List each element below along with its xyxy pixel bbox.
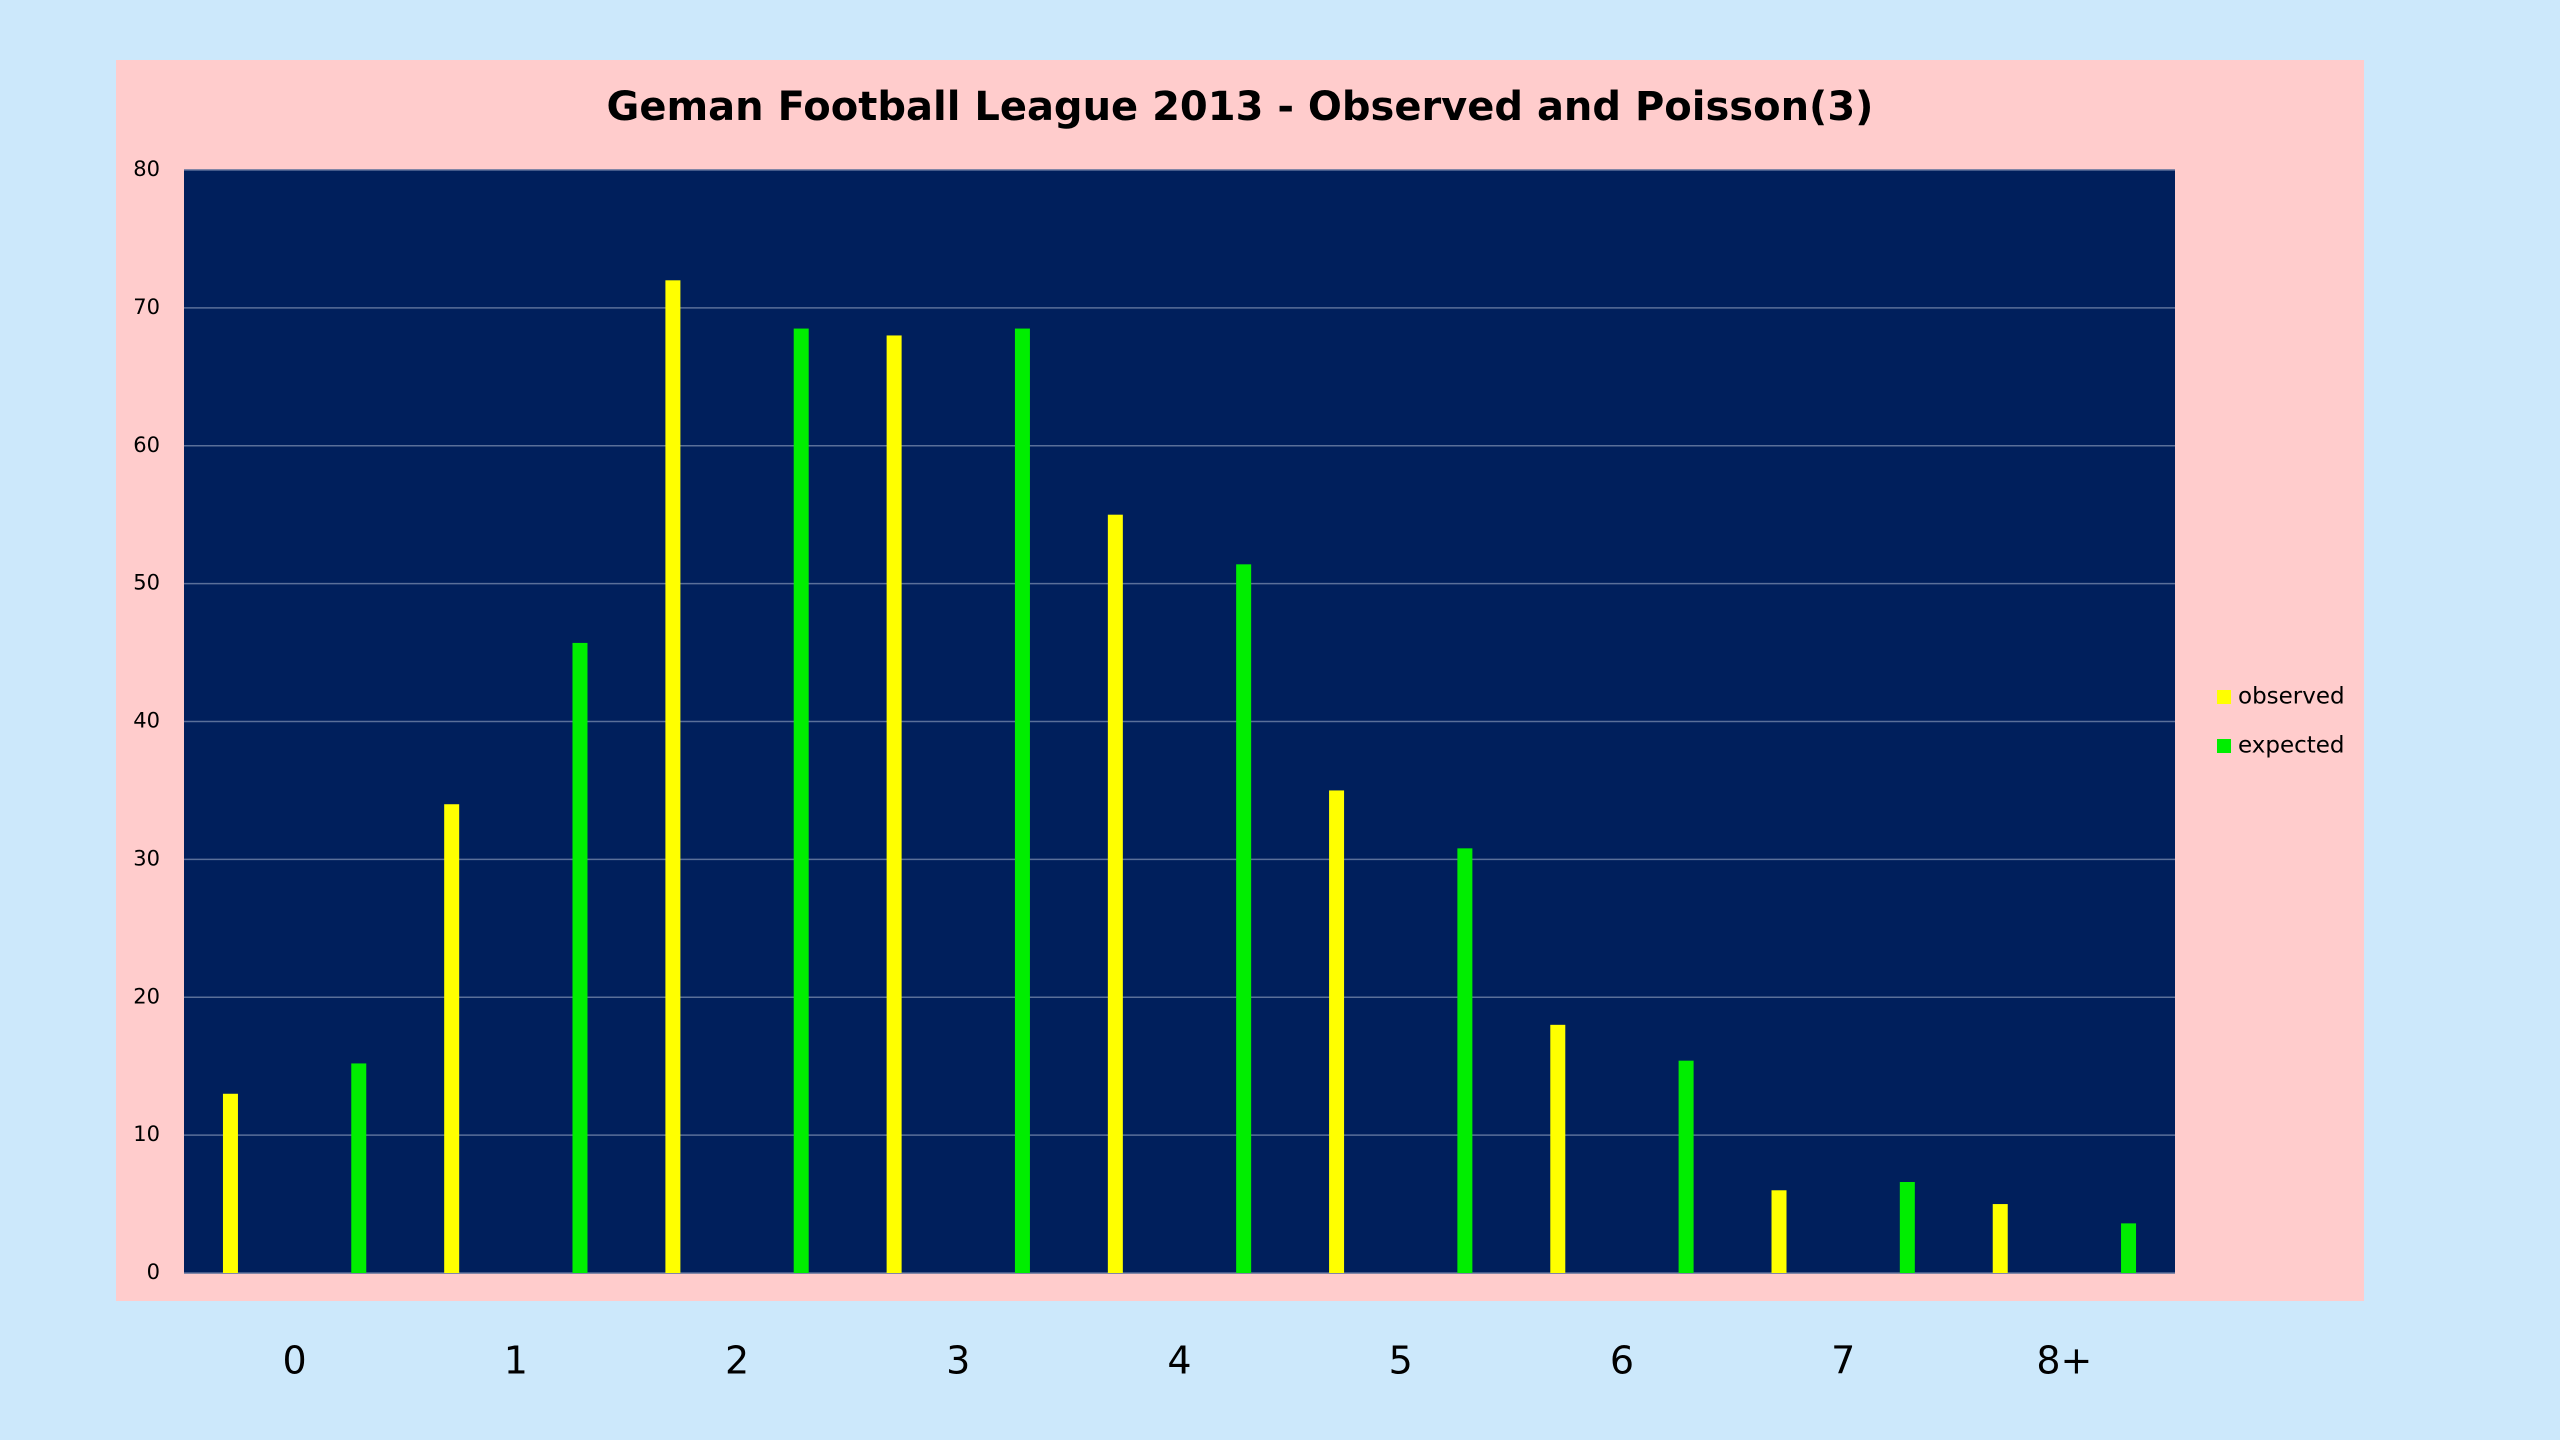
y-tick-label: 0 (147, 1260, 160, 1284)
bar (1678, 1060, 1694, 1273)
legend-swatch (2217, 690, 2231, 704)
x-tick-label: 0 (283, 1339, 307, 1383)
bar (1107, 514, 1123, 1273)
bar (1457, 848, 1473, 1273)
y-tick-label: 60 (133, 433, 160, 457)
x-tick-label: 4 (1167, 1339, 1191, 1383)
bar (222, 1093, 238, 1273)
x-tick-label: 2 (725, 1339, 749, 1383)
x-tick-label: 1 (504, 1339, 528, 1383)
bar (1014, 328, 1030, 1273)
bar (1771, 1190, 1787, 1273)
bar (2121, 1223, 2137, 1273)
x-tick-label: 7 (1831, 1339, 1855, 1383)
x-tick-label: 3 (946, 1339, 970, 1383)
y-tick-label: 20 (133, 984, 160, 1008)
bar (886, 335, 902, 1273)
y-tick-label: 30 (133, 846, 160, 870)
bar (793, 328, 809, 1273)
x-tick-label: 8+ (2036, 1339, 2092, 1383)
y-tick-label: 10 (133, 1122, 160, 1146)
bar (1236, 564, 1252, 1273)
legend-label: expected (2238, 733, 2345, 759)
bar (665, 280, 681, 1273)
bar (572, 642, 588, 1273)
bar (444, 804, 460, 1273)
bar (1550, 1024, 1566, 1273)
legend-swatch (2217, 739, 2231, 753)
y-tick-label: 40 (133, 709, 160, 733)
x-tick-label: 5 (1389, 1339, 1413, 1383)
x-tick-label: 6 (1610, 1339, 1634, 1383)
y-tick-label: 50 (133, 571, 160, 595)
y-tick-label: 80 (133, 157, 160, 181)
bar (351, 1063, 367, 1273)
y-tick-label: 70 (133, 295, 160, 319)
bar (1899, 1182, 1915, 1273)
bar (1992, 1204, 2008, 1273)
legend-label: observed (2238, 684, 2345, 710)
bar (1329, 790, 1345, 1273)
chart-title: Geman Football League 2013 - Observed an… (607, 84, 1874, 130)
